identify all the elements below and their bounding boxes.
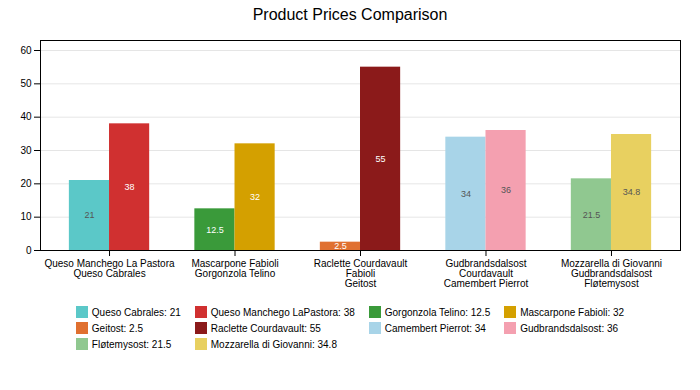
svg-text:40: 40	[20, 111, 32, 122]
html-text:Geitost: 2.5: Geitost: 2.5	[91, 322, 143, 334]
svg-text:0: 0	[26, 245, 32, 256]
html-text:Raclette Courdavault: 55: Raclette Courdavault: 55	[210, 322, 321, 334]
svg-text:GudbrandsdalsostCourdavaultCam: GudbrandsdalsostCourdavaultCamembert Pie…	[444, 258, 529, 289]
html-text:Queso Cabrales: 21: Queso Cabrales: 21	[91, 306, 181, 318]
svg-text:2.5: 2.5	[334, 241, 347, 251]
svg-text:12.5: 12.5	[206, 225, 224, 235]
svg-text:34: 34	[461, 189, 471, 199]
svg-text:55: 55	[376, 154, 386, 164]
html-text:Queso Manchego LaPastora: 38: Queso Manchego LaPastora: 38	[210, 306, 355, 318]
svg-text:Mozzarella di GiovanniGudbrand: Mozzarella di GiovanniGudbrandsdalsostFl…	[561, 258, 662, 289]
svg-text:20: 20	[20, 178, 32, 189]
svg-text:38: 38	[125, 182, 135, 192]
svg-text:10: 10	[20, 211, 32, 222]
svg-text:34.8: 34.8	[623, 187, 641, 197]
html-text:Mascarpone Fabioli: 32: Mascarpone Fabioli: 32	[520, 306, 625, 318]
svg-text:32: 32	[250, 192, 260, 202]
svg-text:Mascarpone FabioliGorgonzola T: Mascarpone FabioliGorgonzola Telino	[191, 258, 278, 279]
html-text:Camembert Pierrot: 34: Camembert Pierrot: 34	[384, 322, 486, 334]
svg-text:Queso Manchego La PastoraQueso: Queso Manchego La PastoraQueso Cabrales	[44, 258, 175, 279]
html-text:Mozzarella di Giovanni: 34.8: Mozzarella di Giovanni: 34.8	[210, 338, 337, 350]
html-text:Gudbrandsdalsost: 36: Gudbrandsdalsost: 36	[520, 322, 619, 334]
html-text:Product Prices Comparison: Product Prices Comparison	[252, 6, 448, 23]
html-text:Gorgonzola Telino: 12.5: Gorgonzola Telino: 12.5	[384, 306, 491, 318]
svg-text:30: 30	[20, 145, 32, 156]
html-text:Fløtemysost: 21.5: Fløtemysost: 21.5	[91, 338, 172, 350]
svg-text:Raclette CourdavaultFabioliGei: Raclette CourdavaultFabioliGeitost	[314, 258, 408, 289]
svg-text:36: 36	[501, 185, 511, 195]
svg-text:50: 50	[20, 78, 32, 89]
svg-text:21.5: 21.5	[583, 210, 601, 220]
svg-text:60: 60	[20, 45, 32, 56]
svg-text:21: 21	[84, 210, 94, 220]
